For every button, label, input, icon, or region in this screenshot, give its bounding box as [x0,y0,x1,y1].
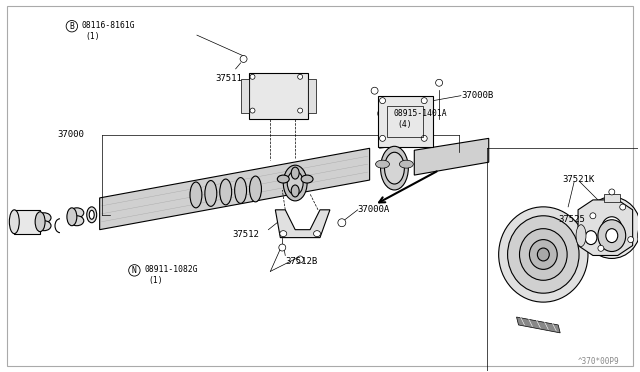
Ellipse shape [609,189,615,195]
Text: 37512: 37512 [233,230,260,239]
Ellipse shape [385,152,404,184]
Ellipse shape [576,225,586,247]
Polygon shape [414,138,489,175]
Ellipse shape [297,256,303,263]
Ellipse shape [380,135,385,141]
Ellipse shape [538,248,549,261]
Text: 08116-8161G: 08116-8161G [82,21,136,30]
Text: 08911-1082G: 08911-1082G [145,265,198,275]
Ellipse shape [250,74,255,79]
Text: 37000A: 37000A [358,205,390,214]
Ellipse shape [250,176,262,202]
Ellipse shape [371,87,378,94]
Polygon shape [516,317,560,333]
Text: 37000B: 37000B [461,91,493,100]
Ellipse shape [37,221,51,231]
Ellipse shape [637,225,640,247]
Text: (4): (4) [397,121,412,129]
Ellipse shape [240,55,247,62]
Bar [604,194,620,202]
Ellipse shape [585,231,597,244]
Ellipse shape [598,220,626,251]
Ellipse shape [590,213,596,219]
Ellipse shape [70,216,84,226]
Ellipse shape [436,79,443,86]
Text: ^370*00P9: ^370*00P9 [578,357,620,366]
Polygon shape [14,210,40,234]
Text: (1): (1) [148,276,163,285]
Polygon shape [275,210,330,238]
Ellipse shape [291,185,299,197]
Ellipse shape [298,74,303,79]
Ellipse shape [628,237,634,243]
Ellipse shape [205,180,217,206]
Text: 08915-1401A: 08915-1401A [394,109,447,118]
Ellipse shape [220,179,232,205]
Polygon shape [100,148,370,230]
Text: (1): (1) [86,32,100,41]
Ellipse shape [291,167,299,179]
Ellipse shape [279,244,285,251]
Ellipse shape [508,216,579,293]
Text: 37525: 37525 [558,215,585,224]
Ellipse shape [89,210,94,219]
Text: N: N [132,266,137,275]
Ellipse shape [287,171,303,195]
Text: W: W [381,109,386,118]
Ellipse shape [529,240,557,269]
Text: 37521K: 37521K [562,175,595,184]
Ellipse shape [35,212,45,232]
Ellipse shape [376,160,390,168]
Ellipse shape [421,135,427,141]
Ellipse shape [399,160,413,168]
Ellipse shape [381,146,408,190]
Ellipse shape [499,207,588,302]
Text: 37000: 37000 [57,131,84,140]
Text: B: B [69,22,74,31]
Ellipse shape [338,219,346,227]
Ellipse shape [301,175,313,183]
Bar [378,96,433,147]
Ellipse shape [583,197,640,259]
Text: 37512B: 37512B [285,257,317,266]
Ellipse shape [235,177,246,203]
Ellipse shape [284,165,307,201]
Ellipse shape [37,213,51,223]
Ellipse shape [602,217,621,238]
Ellipse shape [87,207,97,223]
Ellipse shape [277,175,289,183]
Ellipse shape [250,108,255,113]
Ellipse shape [380,98,385,104]
Polygon shape [241,79,248,113]
Text: 37511: 37511 [216,74,243,83]
Ellipse shape [314,231,321,237]
Ellipse shape [598,246,604,251]
Ellipse shape [190,182,202,208]
Bar [387,106,423,137]
Ellipse shape [10,210,19,234]
Ellipse shape [70,208,84,218]
Ellipse shape [620,204,626,210]
Ellipse shape [280,231,287,237]
Ellipse shape [581,227,601,248]
Polygon shape [308,79,316,113]
Ellipse shape [606,229,618,243]
Ellipse shape [298,108,303,113]
Ellipse shape [421,98,427,104]
Bar [248,73,308,119]
Ellipse shape [67,208,77,226]
Polygon shape [578,200,633,256]
Ellipse shape [520,229,567,280]
